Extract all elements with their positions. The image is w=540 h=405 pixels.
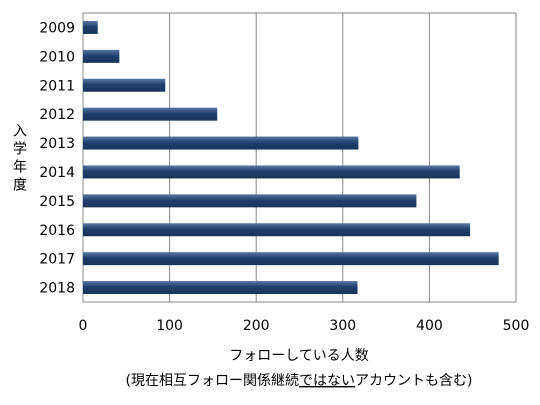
x-axis-title: フォローしている人数 <box>229 348 369 364</box>
x-tick-label: 500 <box>503 318 530 334</box>
x-axis-subtitle: (現在相互フォロー関係継続ではないアカウントも含む) <box>126 372 473 389</box>
y-tick-label: 2011 <box>39 78 75 94</box>
bar-2011 <box>83 78 166 92</box>
x-tick-labels: 0 100 200 300 400 500 <box>79 318 530 334</box>
bar-2015 <box>83 194 417 208</box>
y-tick-label: 2010 <box>39 49 75 65</box>
x-tick-label: 0 <box>79 318 88 334</box>
y-tick-label: 2017 <box>39 252 75 268</box>
bar-2014 <box>83 165 460 179</box>
x-axis-subtitle-emphasis: ではない <box>299 373 355 389</box>
y-tick-label: 2016 <box>39 223 75 239</box>
bar-2009 <box>83 20 98 34</box>
bar-2010 <box>83 49 120 63</box>
bar-2017 <box>83 252 499 266</box>
x-tick-label: 200 <box>243 318 270 334</box>
x-tick-label: 300 <box>329 318 356 334</box>
bar-2018 <box>83 281 358 295</box>
x-tick-label: 100 <box>156 318 183 334</box>
y-tick-label: 2009 <box>39 20 75 36</box>
x-tick-label: 400 <box>416 318 443 334</box>
y-axis-title: 入学年度 <box>13 124 27 194</box>
x-axis-subtitle-suffix: アカウントも含む) <box>355 373 472 389</box>
y-tick-label: 2018 <box>39 281 75 297</box>
y-tick-label: 2015 <box>39 194 75 210</box>
bar-2012 <box>83 107 218 121</box>
bars <box>83 20 499 295</box>
y-tick-label: 2013 <box>39 136 75 152</box>
y-tick-labels: 2009 2010 2011 2012 2013 2014 2015 2016 2017 2018 <box>39 20 75 296</box>
y-tick-label: 2012 <box>39 107 75 123</box>
x-axis-subtitle-prefix: (現在相互フォロー関係継続 <box>126 372 299 389</box>
bar-2016 <box>83 223 471 237</box>
bar-2013 <box>83 136 359 150</box>
y-tick-label: 2014 <box>39 165 75 181</box>
